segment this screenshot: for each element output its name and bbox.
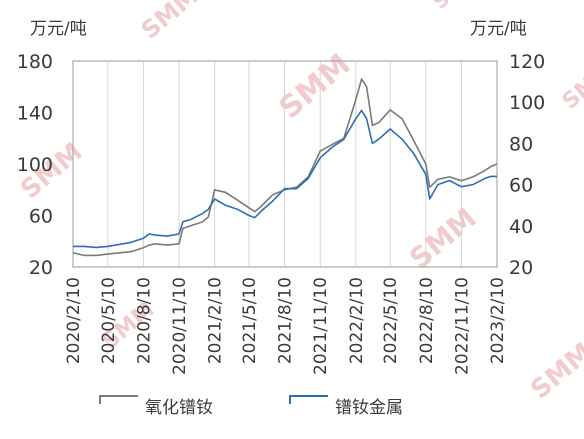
x-tick-label: 2020/11/10 (170, 277, 190, 375)
x-tick-label: 2021/2/10 (206, 277, 226, 364)
watermark-1: SMM (273, 47, 358, 126)
x-tick-label: 2020/8/10 (134, 277, 154, 364)
legend: 氧化镨钕 镨钕金属 (99, 395, 403, 418)
x-tick-label: 2022/2/10 (347, 277, 367, 364)
left-tick-label: 20 (29, 257, 53, 279)
x-tick-label: 2021/11/10 (311, 277, 331, 375)
series-layer (72, 78, 498, 257)
watermark-2: SMM (428, 0, 485, 14)
left-axis-ticks: 20 60 100 140 180 (17, 51, 53, 279)
right-tick-label: 120 (509, 51, 545, 73)
x-tick-label: 2020/5/10 (99, 277, 119, 364)
right-tick-label: 100 (509, 92, 545, 114)
left-axis-unit: 万元/吨 (30, 19, 87, 39)
x-tick-label: 2022/11/10 (452, 277, 472, 375)
x-tick-label: 2020/2/10 (64, 277, 84, 364)
x-tick-label: 2022/8/10 (417, 277, 437, 364)
watermark-6: SMM (525, 337, 584, 405)
watermark-0: SMM (136, 0, 204, 45)
legend-label-praseodymium-neodymium-oxide: 氧化镨钕 (145, 398, 213, 418)
left-tick-label: 100 (17, 154, 53, 176)
right-axis-ticks: 20 40 60 80 100 120 (509, 51, 545, 279)
x-tick-label: 2022/5/10 (381, 277, 401, 364)
left-tick-label: 140 (17, 103, 53, 125)
x-tick-label: 2023/2/10 (488, 277, 508, 364)
watermark-7: SMM (558, 57, 584, 114)
right-tick-label: 80 (509, 133, 533, 155)
right-tick-label: 20 (509, 257, 533, 279)
left-tick-label: 60 (29, 206, 53, 228)
x-tick-label: 2021/8/10 (276, 277, 296, 364)
legend-swatch-praseodymium-neodymium-metal (289, 395, 328, 404)
legend-swatch-praseodymium-neodymium-oxide (99, 395, 138, 404)
right-tick-label: 40 (509, 216, 533, 238)
x-axis-ticks: 2020/2/10 2020/5/10 2020/8/10 2020/11/10 202… (64, 277, 508, 375)
right-tick-label: 60 (509, 175, 533, 197)
watermark-4: SMM (403, 201, 482, 275)
series-line-1 (73, 109, 497, 249)
right-axis-unit: 万元/吨 (470, 19, 527, 39)
legend-label-praseodymium-neodymium-metal: 镨钕金属 (335, 398, 403, 418)
left-tick-label: 180 (17, 51, 53, 73)
x-tick-label: 2021/5/10 (240, 277, 260, 364)
